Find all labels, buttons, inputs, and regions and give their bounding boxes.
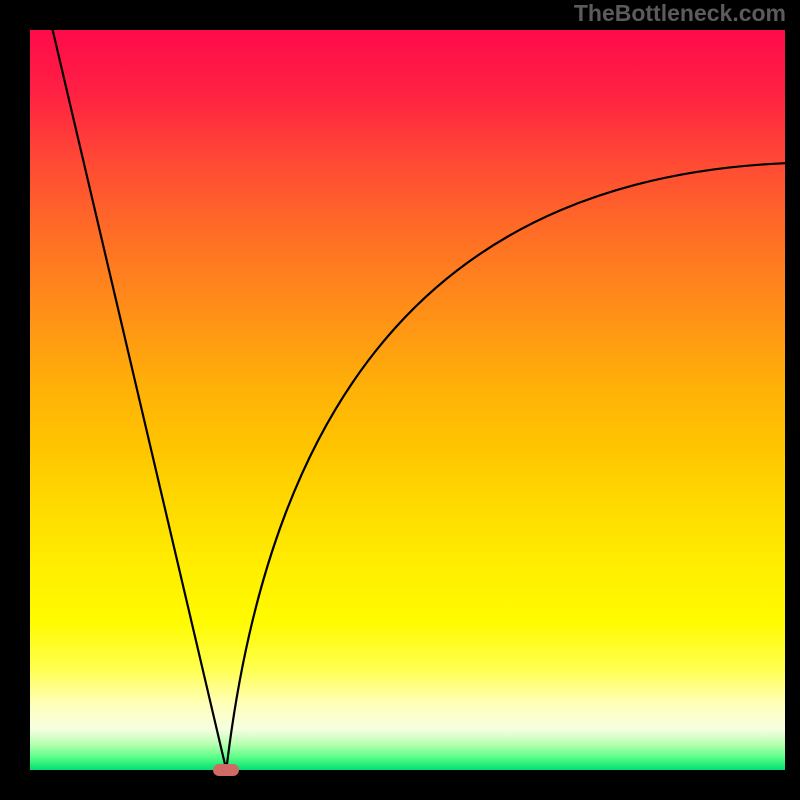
bottleneck-curve bbox=[0, 0, 800, 800]
curve-path bbox=[53, 30, 785, 770]
optimum-marker bbox=[213, 764, 239, 776]
watermark-text: TheBottleneck.com bbox=[574, 0, 786, 27]
chart-container: TheBottleneck.com bbox=[0, 0, 800, 800]
